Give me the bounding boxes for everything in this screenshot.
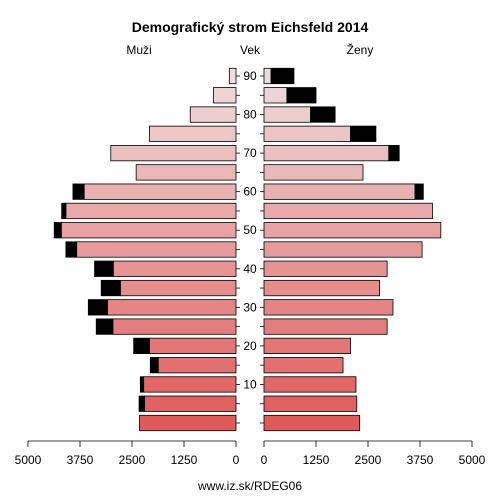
female-bar-65-69: [263, 164, 364, 181]
male-excess-bar-20-24: [133, 337, 150, 354]
female-bar-15-19: [263, 357, 344, 374]
male-excess-bar-55-59: [61, 202, 67, 220]
male-excess-bar-10-14: [139, 376, 145, 393]
chart-title: Demografický strom Eichsfeld 2014: [132, 19, 369, 35]
female-axis-tick-label: 3750: [407, 453, 434, 467]
female-excess-bar-70-74: [388, 144, 400, 162]
male-axis-tick-label: 1250: [171, 453, 198, 467]
age-tick-label: 20: [243, 339, 257, 353]
female-axis-tick-label: 1250: [303, 453, 330, 467]
female-bar-10-14: [263, 376, 357, 393]
male-bar-40-44: [112, 260, 237, 277]
male-excess-bar-60-64: [72, 183, 85, 200]
female-bar-40-44: [263, 260, 388, 277]
female-excess-bar-75-79: [350, 125, 377, 142]
male-bar-5-9: [144, 395, 237, 412]
male-bar-30-34: [107, 299, 237, 316]
female-axis-tick-label: 5000: [459, 453, 486, 467]
female-bar-35-39: [263, 279, 381, 297]
male-bar-35-39: [119, 279, 237, 297]
male-bar-80-84: [189, 106, 237, 123]
female-bar-30-34: [263, 299, 394, 316]
female-bar-25-29: [263, 318, 388, 335]
male-bar-25-29: [112, 318, 237, 335]
male-excess-bar-50-54: [53, 222, 62, 239]
female-excess-bar-85-89: [286, 87, 317, 104]
female-axis-tick-label: 2500: [355, 453, 382, 467]
female-bar-75-79: [263, 125, 351, 142]
male-bar-75-79: [149, 125, 237, 142]
male-bar-15-19: [157, 357, 237, 374]
female-x-axis: 0 1250 2500 3750 5000: [261, 440, 486, 467]
male-excess-bar-5-9: [138, 395, 145, 412]
age-tick-label: 40: [243, 262, 257, 276]
female-axis-tick-label: 0: [261, 453, 268, 467]
female-bar-50-54: [263, 222, 442, 239]
male-bar-60-64: [83, 183, 237, 200]
female-bar-0-4: [263, 414, 361, 432]
female-bar-90+: [263, 67, 272, 85]
female-bar-60-64: [263, 183, 416, 200]
footer-source: www.iz.sk/RDEG06: [197, 479, 302, 493]
male-axis-tick-label: 5000: [15, 453, 42, 467]
male-bar-90+: [228, 67, 237, 85]
male-bar-65-69: [135, 164, 237, 181]
female-bars: [263, 67, 442, 432]
male-bar-70-74: [110, 144, 237, 162]
male-bar-0-4: [139, 414, 237, 432]
female-excess-bar-60-64: [414, 183, 424, 200]
male-bar-50-54: [60, 222, 237, 239]
male-bar-45-49: [76, 241, 237, 258]
age-tick-label: 30: [243, 300, 257, 314]
male-label: Muži: [126, 43, 151, 57]
age-tick-label: 60: [243, 185, 257, 199]
age-tick-label: 90: [243, 69, 257, 83]
age-axis: 10 20 30 40 50 60 70 80 90: [236, 69, 264, 424]
male-bar-55-59: [65, 202, 237, 220]
male-excess-bar-35-39: [100, 279, 121, 297]
age-tick-label: 50: [243, 223, 257, 237]
male-excess-bar-45-49: [65, 241, 78, 258]
female-bar-80-84: [263, 106, 311, 123]
female-bar-70-74: [263, 144, 390, 162]
female-bar-85-89: [263, 87, 288, 104]
female-excess-bar-80-84: [310, 106, 336, 123]
male-excess-bar-25-29: [95, 318, 114, 335]
male-bar-85-89: [213, 87, 237, 104]
female-label: Ženy: [347, 42, 374, 57]
age-tick-label: 80: [243, 108, 257, 122]
male-bar-20-24: [149, 337, 237, 354]
female-bar-45-49: [263, 241, 423, 258]
age-axis-label: Vek: [240, 43, 261, 57]
male-excess-bar-40-44: [94, 260, 114, 277]
female-excess-bar-90+: [270, 67, 295, 85]
female-bar-5-9: [263, 395, 358, 412]
female-bar-20-24: [263, 337, 351, 354]
age-tick-label: 70: [243, 146, 257, 160]
male-axis-tick-label: 3750: [67, 453, 94, 467]
female-bar-55-59: [263, 202, 433, 220]
male-bar-10-14: [143, 376, 237, 393]
male-excess-bar-15-19: [149, 357, 159, 374]
male-axis-tick-label: 0: [233, 453, 240, 467]
male-axis-tick-label: 2500: [119, 453, 146, 467]
male-x-axis: 5000 3750 2500 1250 0: [15, 440, 240, 467]
age-tick-label: 10: [243, 377, 257, 391]
male-excess-bar-30-34: [87, 299, 108, 316]
male-bars: [53, 67, 237, 432]
